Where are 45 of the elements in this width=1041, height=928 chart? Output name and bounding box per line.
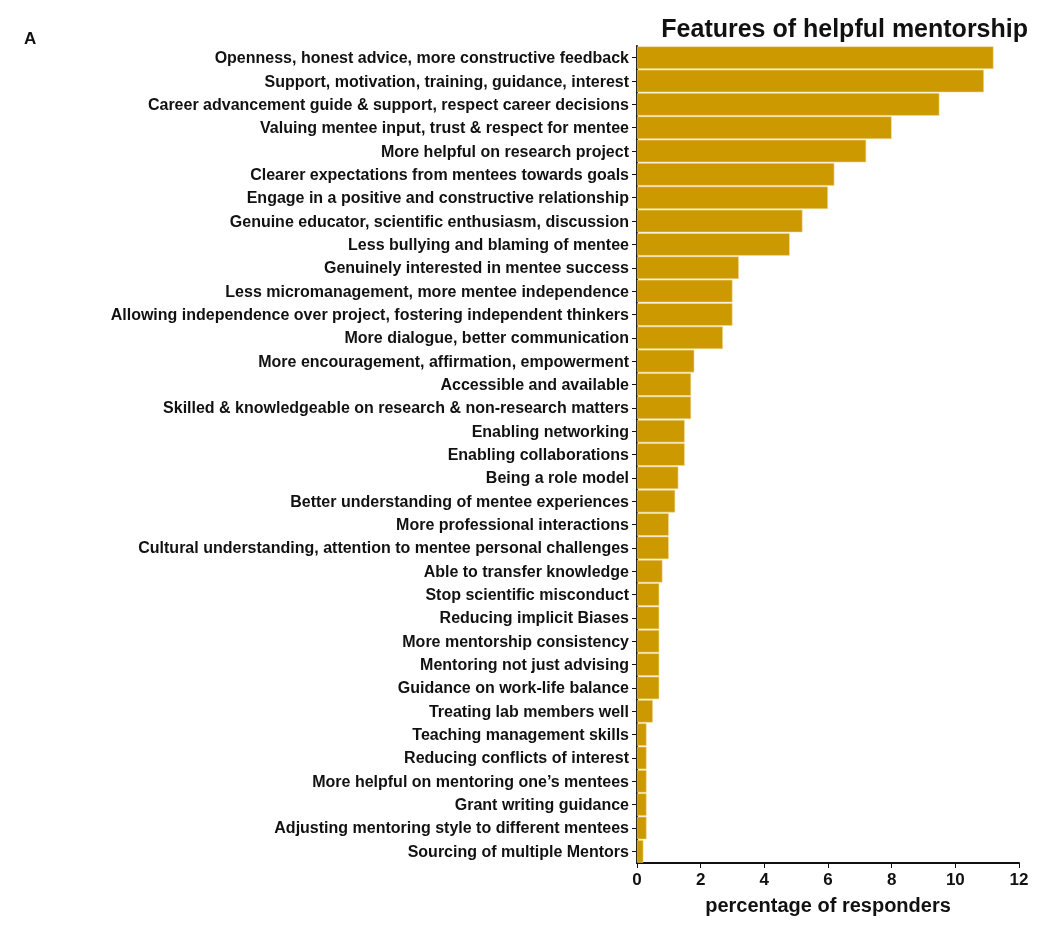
y-tick-label: Genuine educator, scientific enthusiasm, discussion <box>229 212 629 230</box>
x-tick-label: 2 <box>695 870 706 889</box>
y-tick-label: Sourcing of multiple Mentors <box>407 842 630 860</box>
x-tick-label: 4 <box>759 870 770 889</box>
y-tick-label: More dialogue, better communication <box>344 329 629 347</box>
y-tick-label: More mentorship consistency <box>402 632 630 650</box>
y-tick-label: Career advancement guide & support, respect career decisions <box>147 95 630 113</box>
y-tick-label: Reducing conflicts of interest <box>404 749 630 767</box>
y-tick-label: Grant writing guidance <box>454 796 630 814</box>
y-tick-label: Less micromanagement, more mentee independence <box>225 282 630 300</box>
y-tick-label: Adjusting mentoring style to different mentees <box>274 819 630 837</box>
y-tick-label: More helpful on research project <box>380 142 630 160</box>
y-tick-label: Teaching management skills <box>412 726 630 744</box>
y-tick-label: Support, motivation, training, guidance, interest <box>264 72 630 90</box>
y-tick-label: Reducing implicit Biases <box>439 609 630 627</box>
y-tick-label: Valuing mentee input, trust & respect for mentee <box>260 119 630 137</box>
x-tick-label: 8 <box>886 870 897 889</box>
x-tick-label: 10 <box>945 870 965 889</box>
x-tick-label: 0 <box>632 870 642 889</box>
text: A <box>24 29 37 48</box>
y-tick-label: Treating lab members well <box>428 702 629 720</box>
x-axis-title: percentage of responders <box>705 894 951 916</box>
y-tick-label: More encouragement, affirmation, empowerment <box>258 352 630 370</box>
x-tick-label: 6 <box>823 870 833 889</box>
y-tick-label: More helpful on mentoring one’s mentees <box>312 772 630 790</box>
y-tick-label: Stop scientific misconduct <box>425 586 630 604</box>
y-tick-label: Cultural understanding, attention to mentee personal challenges <box>138 539 630 557</box>
y-tick-label: Accessible and available <box>440 375 630 393</box>
y-tick-label: Skilled & knowledgeable on research & non-research matters <box>163 399 630 417</box>
y-tick-label: Genuinely interested in mentee success <box>323 259 630 277</box>
y-tick-label: Clearer expectations from mentees towards goals <box>250 165 630 183</box>
y-tick-label: Allowing independence over project, fostering independent thinkers <box>110 305 630 323</box>
y-tick-label: Mentoring not just advising <box>420 656 629 674</box>
y-tick-label: Able to transfer knowledge <box>423 562 630 580</box>
y-tick-label: Openness, honest advice, more constructive feedback <box>214 49 630 67</box>
x-tick-label: 12 <box>1009 870 1029 889</box>
chart-title: Features of helpful mentorship <box>661 13 1028 42</box>
y-tick-label: Guidance on work-life balance <box>397 679 630 697</box>
y-tick-label: Enabling networking <box>471 422 629 440</box>
y-tick-label: Being a role model <box>485 469 629 487</box>
y-tick-label: Engage in a positive and constructive relationship <box>246 189 630 207</box>
y-tick-label: More professional interactions <box>396 516 630 534</box>
y-tick-label: Less bullying and blaming of mentee <box>348 235 630 253</box>
y-tick-label: Enabling collaborations <box>447 446 630 463</box>
y-tick-label: Better understanding of mentee experiences <box>290 492 630 510</box>
